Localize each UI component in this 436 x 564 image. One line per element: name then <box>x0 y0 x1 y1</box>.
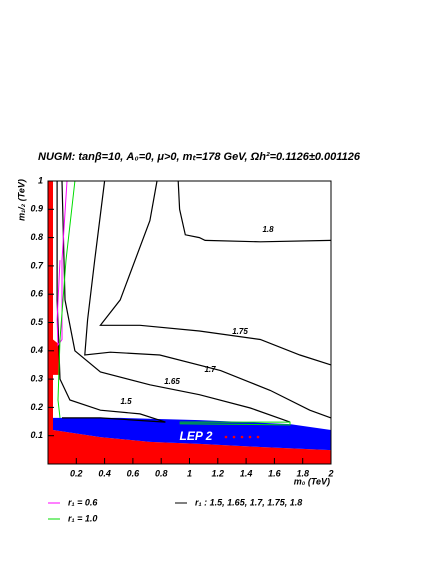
x-tick-label: 0.6 <box>127 468 141 478</box>
plot-area: LEP 2 1.5 1.65 1.7 1.75 1.8 <box>48 180 332 464</box>
legend: r₁ = 0.6 r₁ = 1.0 r₁ : 1.5, 1.65, 1.7, 1.7… <box>48 497 302 523</box>
y-tick-label: 0.1 <box>30 430 43 440</box>
y-tick-label: 0.8 <box>30 232 43 242</box>
y-tick-label: 0.3 <box>30 373 43 383</box>
x-tick-label: 0.4 <box>98 468 111 478</box>
y-axis-label: m₁/₂ (TeV) <box>16 179 26 221</box>
contour-label: 1.75 <box>232 327 248 336</box>
x-tick-label: 0.8 <box>155 468 168 478</box>
x-tick-label: 0.2 <box>70 468 83 478</box>
contour-label: 1.7 <box>204 365 216 374</box>
ratio-line <box>57 180 291 426</box>
x-tick-label: 1.2 <box>212 468 225 478</box>
contour-line <box>56 181 166 423</box>
y-tick-label: 0.7 <box>30 260 44 270</box>
x-axis-label: m₀ (TeV) <box>294 476 330 486</box>
x-tick-label: 1.8 <box>296 468 309 478</box>
legend-label: r₁ : 1.5, 1.65, 1.7, 1.75, 1.8 <box>195 497 302 507</box>
contour-label: 1.65 <box>164 377 180 386</box>
excluded-region <box>48 181 331 464</box>
contour-line <box>61 180 291 423</box>
contour-line <box>99 180 332 366</box>
x-tick-label: 1.4 <box>240 468 253 478</box>
contour-line <box>84 180 332 419</box>
y-tick-label: 1 <box>38 175 43 185</box>
legend-label: r₁ = 1.0 <box>68 513 97 523</box>
y-tick-label: 0.6 <box>30 289 44 299</box>
legend-label: r₁ = 0.6 <box>68 497 98 507</box>
excluded-region <box>53 417 331 451</box>
chart-title: NUGM: tanβ=10, A₀=0, μ>0, mₜ=178 GeV, Ωh… <box>38 151 361 163</box>
y-tick-label: 0.5 <box>30 317 44 327</box>
x-tick-label: 2 <box>327 468 333 478</box>
lep-dots <box>224 435 260 439</box>
y-tick-label: 0.2 <box>30 402 43 412</box>
x-tick-label: 1.6 <box>268 468 282 478</box>
contour-label: 1.5 <box>120 397 132 406</box>
contour-label: 1.8 <box>262 225 274 234</box>
x-tick-label: 1 <box>187 468 192 478</box>
region-label: LEP 2 <box>180 429 213 443</box>
y-tick-label: 0.4 <box>30 345 43 355</box>
y-tick-label: 0.9 <box>30 204 43 214</box>
contour-line <box>177 180 332 243</box>
